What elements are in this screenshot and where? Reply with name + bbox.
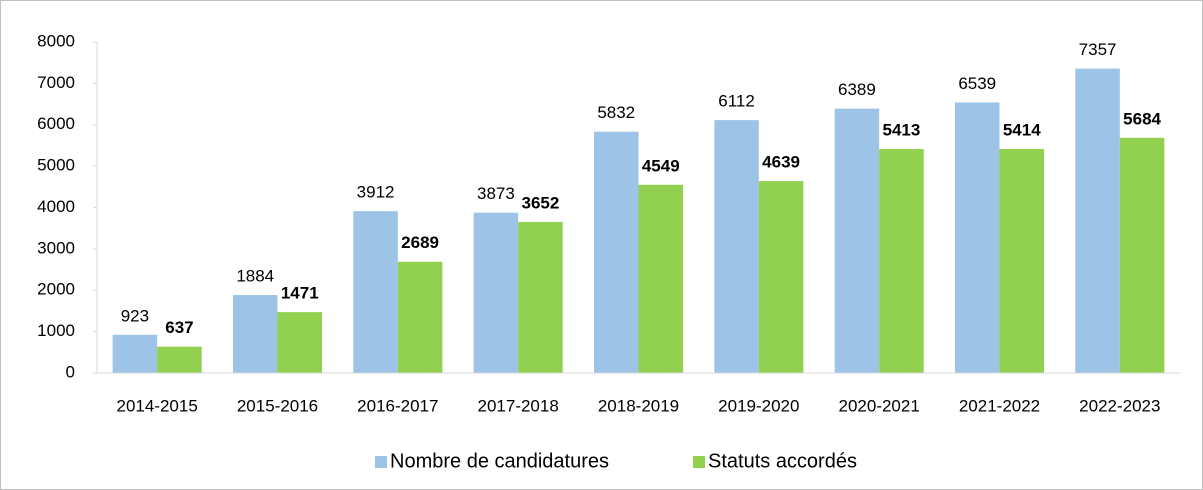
data-label: 5414 bbox=[1003, 120, 1041, 139]
x-tick-label: 2015-2016 bbox=[237, 396, 318, 415]
data-label: 923 bbox=[121, 306, 149, 325]
bar bbox=[834, 108, 880, 374]
y-tick-label: 2000 bbox=[37, 280, 75, 299]
data-label: 2689 bbox=[401, 233, 439, 252]
legend-swatch bbox=[693, 456, 705, 468]
bar bbox=[397, 261, 443, 373]
x-tick-label: 2020-2021 bbox=[839, 396, 920, 415]
data-label: 5832 bbox=[597, 103, 635, 122]
bar bbox=[879, 149, 924, 373]
data-label: 5684 bbox=[1123, 109, 1161, 128]
x-tick-label: 2016-2017 bbox=[357, 396, 438, 415]
data-label: 4639 bbox=[762, 153, 800, 172]
data-label: 3912 bbox=[357, 183, 395, 202]
bar bbox=[638, 184, 684, 373]
y-tick-label: 1000 bbox=[37, 321, 75, 340]
y-tick-label: 3000 bbox=[37, 238, 75, 257]
data-label: 6539 bbox=[958, 74, 996, 93]
y-tick-label: 4000 bbox=[37, 197, 75, 216]
bar bbox=[758, 181, 804, 373]
data-label: 7357 bbox=[1079, 40, 1117, 59]
data-label: 1884 bbox=[236, 267, 274, 286]
bar bbox=[593, 131, 639, 373]
x-tick-label: 2022-2023 bbox=[1079, 396, 1160, 415]
bar bbox=[714, 120, 759, 373]
bar bbox=[232, 295, 278, 373]
y-tick-label: 6000 bbox=[37, 114, 75, 133]
bar bbox=[473, 212, 519, 373]
bar bbox=[518, 221, 563, 373]
legend-label: Nombre de candidatures bbox=[390, 450, 609, 472]
y-tick-label: 7000 bbox=[37, 73, 75, 92]
bar bbox=[999, 148, 1045, 373]
bar bbox=[112, 334, 158, 373]
y-tick-label: 8000 bbox=[37, 31, 75, 50]
y-tick-label: 0 bbox=[66, 362, 75, 381]
x-tick-label: 2014-2015 bbox=[117, 396, 198, 415]
data-label: 637 bbox=[165, 318, 193, 337]
bar bbox=[353, 211, 398, 373]
data-label: 4549 bbox=[642, 156, 680, 175]
bar bbox=[954, 102, 1000, 373]
x-tick-label: 2018-2019 bbox=[598, 396, 679, 415]
bar bbox=[1119, 137, 1165, 373]
data-label: 3652 bbox=[522, 193, 560, 212]
data-label: 6389 bbox=[838, 80, 876, 99]
x-tick-label: 2021-2022 bbox=[959, 396, 1040, 415]
x-tick-label: 2017-2018 bbox=[478, 396, 559, 415]
legend-swatch bbox=[375, 456, 387, 468]
data-label: 1471 bbox=[281, 284, 319, 303]
data-label: 5413 bbox=[883, 121, 921, 140]
x-tick-label: 2019-2020 bbox=[718, 396, 799, 415]
bar bbox=[277, 312, 323, 373]
bar bbox=[1075, 68, 1120, 373]
y-tick-label: 5000 bbox=[37, 156, 75, 175]
data-label: 6112 bbox=[718, 92, 755, 111]
data-label: 3873 bbox=[477, 184, 515, 203]
legend-label: Statuts accordés bbox=[708, 450, 857, 472]
bar bbox=[157, 346, 202, 373]
